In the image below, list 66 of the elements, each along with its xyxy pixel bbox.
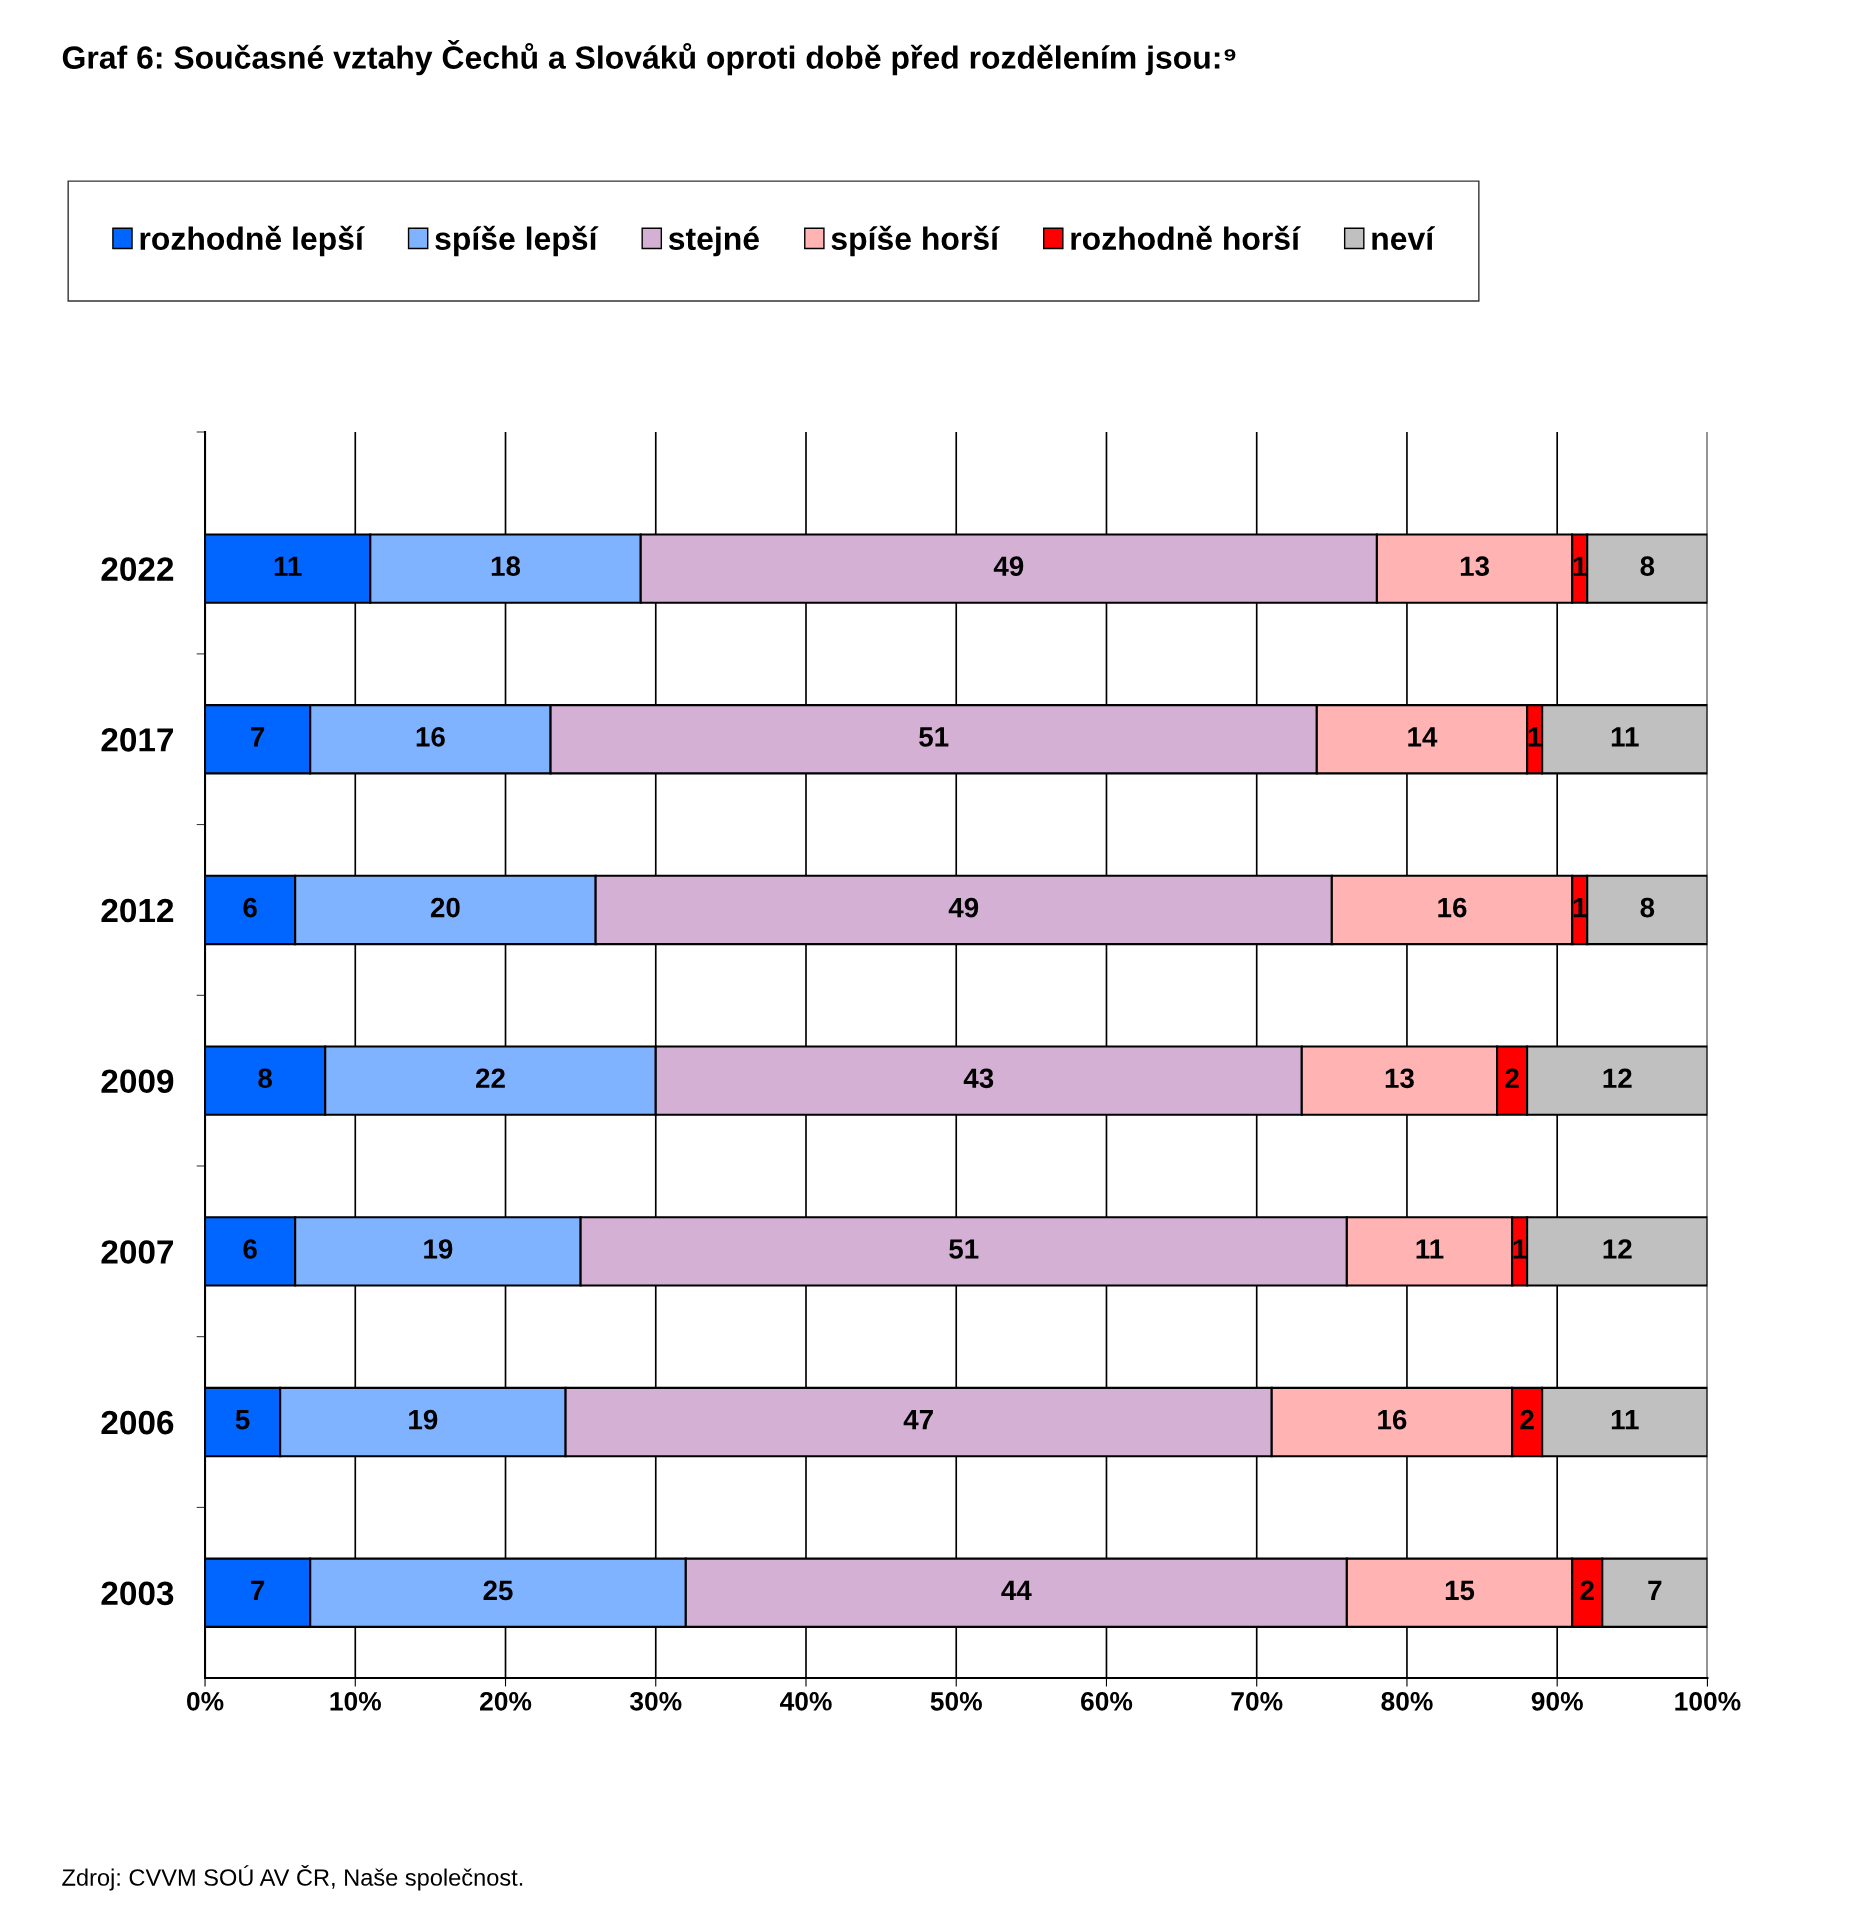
data-label: 13 xyxy=(1460,556,1489,577)
data-label: 12 xyxy=(1603,1068,1632,1088)
chart-title: Graf 6: Současné vztahy Čechů a Slováků oproti době před rozdělením jsou:⁹ xyxy=(62,39,1236,76)
data-label: 51 xyxy=(949,1239,979,1259)
y-tick-label: 2017 xyxy=(101,728,174,752)
y-tick-label: 2007 xyxy=(101,1240,174,1264)
legend-label: rozhodně horší xyxy=(1071,225,1301,250)
data-label: 13 xyxy=(1385,1068,1414,1089)
y-tick-label: 2003 xyxy=(101,1581,174,1606)
x-tick-label: 20% xyxy=(480,1691,532,1711)
data-label: 1 xyxy=(1528,727,1542,747)
data-label: 6 xyxy=(243,897,257,918)
data-label: 2 xyxy=(1580,1580,1594,1600)
x-tick-label: 80% xyxy=(1381,1691,1433,1711)
data-label: 11 xyxy=(274,556,302,576)
data-label: 8 xyxy=(258,1068,273,1089)
legend-label: stejné xyxy=(668,226,759,257)
data-label: 49 xyxy=(993,556,1024,577)
data-label: 8 xyxy=(1640,556,1655,577)
data-label: 11 xyxy=(1611,1410,1639,1430)
legend-label: neví xyxy=(1372,226,1436,250)
data-label: 7 xyxy=(1648,1580,1662,1600)
data-label: 7 xyxy=(251,727,265,747)
data-label: 25 xyxy=(483,1580,513,1601)
y-tick-label: 2009 xyxy=(101,1069,174,1094)
data-label: 11 xyxy=(1416,1239,1444,1259)
data-label: 12 xyxy=(1603,1239,1632,1259)
data-label: 8 xyxy=(1640,897,1655,918)
data-label: 22 xyxy=(476,1068,505,1088)
data-label: 6 xyxy=(243,1239,257,1259)
x-tick-label: 40% xyxy=(779,1691,832,1711)
y-tick-label: 2022 xyxy=(101,557,174,581)
data-label: 47 xyxy=(903,1410,933,1430)
data-label: 18 xyxy=(491,556,521,577)
data-label: 15 xyxy=(1445,1580,1475,1601)
text: Zdroj: CVVM SOÚ AV ČR, Naše společnost. xyxy=(62,1864,523,1891)
data-label: 43 xyxy=(963,1068,994,1089)
data-label: 16 xyxy=(1438,897,1467,918)
data-label: 16 xyxy=(1378,1409,1407,1430)
data-label: 11 xyxy=(1611,727,1639,747)
x-tick-label: 100% xyxy=(1675,1691,1741,1711)
legend-label: rozhodně lepší xyxy=(140,225,365,257)
y-tick-label: 2006 xyxy=(101,1410,174,1435)
data-label: 14 xyxy=(1408,727,1438,747)
y-tick-label: 2012 xyxy=(101,898,174,923)
data-label: 7 xyxy=(251,1580,265,1600)
data-label: 2 xyxy=(1520,1409,1534,1430)
x-tick-label: 90% xyxy=(1531,1691,1583,1711)
data-label: 5 xyxy=(235,1410,250,1430)
data-label: 1 xyxy=(1513,1239,1527,1259)
x-tick-label: 60% xyxy=(1081,1691,1133,1711)
data-label: 19 xyxy=(424,1239,453,1259)
x-tick-label: 50% xyxy=(930,1691,982,1711)
legend-label: spíše lepší xyxy=(435,225,599,257)
x-tick-label: 10% xyxy=(330,1691,381,1711)
data-label: 51 xyxy=(919,727,949,747)
data-label: 19 xyxy=(409,1409,438,1430)
data-label: 20 xyxy=(430,897,460,918)
data-label: 49 xyxy=(948,897,979,918)
x-tick-label: 70% xyxy=(1231,1691,1283,1711)
data-label: 2 xyxy=(1505,1068,1519,1088)
x-tick-label: 30% xyxy=(629,1691,682,1711)
legend-label: spíše horší xyxy=(831,225,1000,257)
data-label: 16 xyxy=(416,727,445,747)
x-tick-label: 0% xyxy=(187,1691,224,1711)
data-label: 44 xyxy=(1001,1580,1032,1600)
